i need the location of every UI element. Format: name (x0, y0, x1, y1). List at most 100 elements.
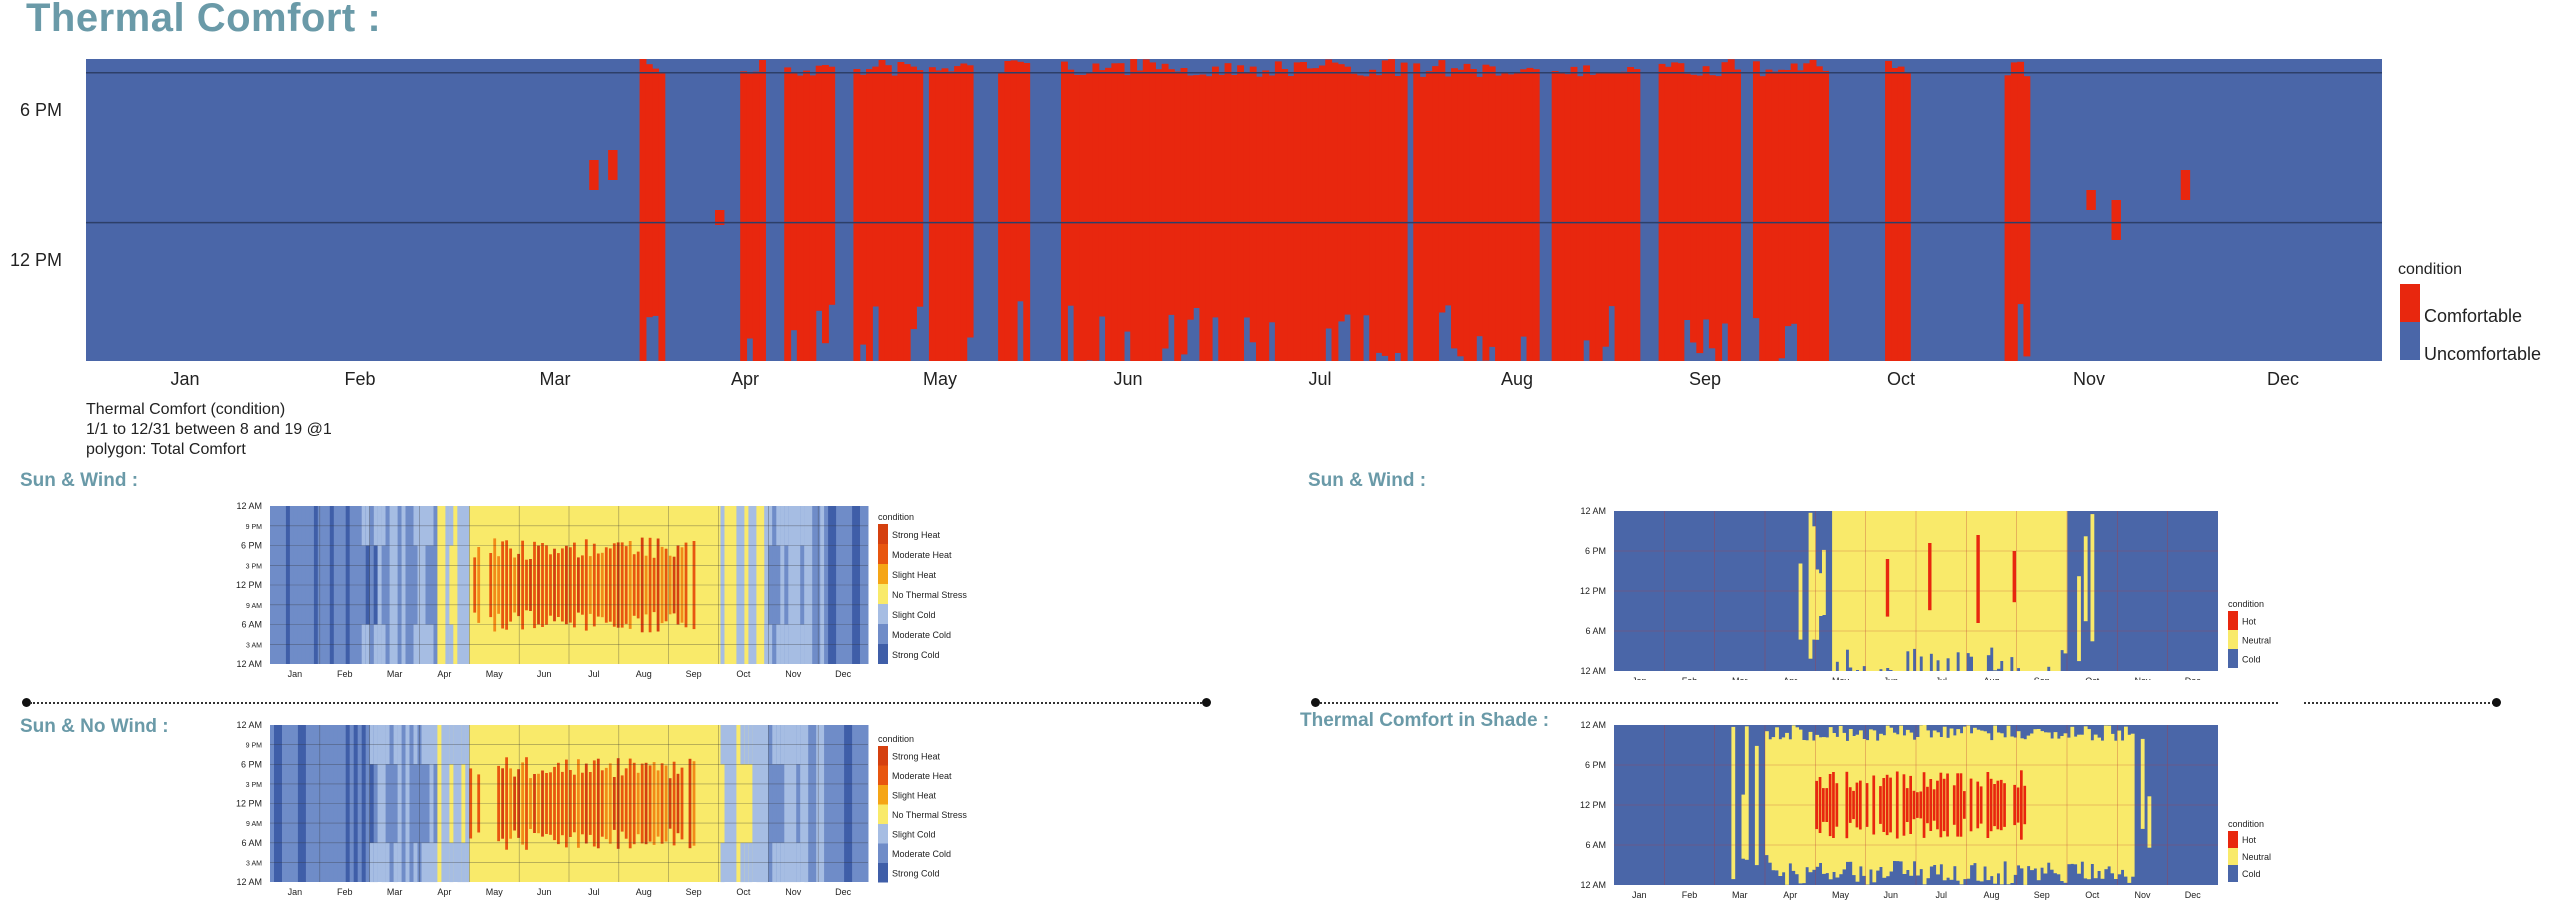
neutral-column (1785, 732, 1789, 885)
comfortable-day-bar (1520, 69, 1528, 337)
neutral-column (1986, 511, 1991, 656)
x-tick-label: Apr (731, 369, 759, 389)
neutral-column (1805, 740, 1810, 868)
comfortable-day-bar (1218, 74, 1226, 362)
comfortable-day-bar (1230, 75, 1238, 361)
legend-title: condition (2228, 819, 2264, 829)
legend-swatch (878, 544, 888, 564)
legend: condition Hot Neutral Cold (2228, 599, 2271, 668)
comfortable-day-bar (1281, 69, 1289, 361)
comfortable-day-bar (1690, 74, 1697, 343)
neutral-column (2127, 734, 2132, 883)
y-tick-label: 6 AM (241, 838, 262, 848)
comfortable-day-bar (1432, 66, 1440, 361)
neutral-column (1879, 511, 1883, 670)
comfortable-day-bar (1702, 66, 1710, 320)
legend-label: Strong Cold (892, 869, 940, 879)
neutral-column (1969, 511, 1974, 657)
comfortable-day-bar (1419, 76, 1427, 362)
comfortable-day-bar (1601, 73, 1609, 347)
separator-line-right-a (1320, 702, 2278, 704)
legend-swatch (878, 863, 888, 883)
comfortable-day-bar (1803, 63, 1811, 362)
comfortable-day-bar (1752, 61, 1760, 319)
comfortable-day-bar (1608, 73, 1616, 307)
y-tick-label: 3 AM (246, 642, 262, 649)
comfortable-day-bar (1369, 69, 1377, 362)
comfortable-day-bar (1532, 69, 1540, 361)
legend-label: No Thermal Stress (892, 590, 967, 600)
x-tick-label: Jun (537, 887, 552, 897)
neutral-column (2063, 511, 2068, 654)
x-tick-label: Jan (1632, 890, 1647, 900)
axes: 12 AM 9 PM 6 PM 3 PM 12 PM 9 AM 6 AM 3 AM 12 AM J… (236, 501, 868, 679)
neutral-column (1798, 563, 1803, 640)
y-tick-label: 12 AM (1580, 720, 1606, 730)
x-tick-label: May (1832, 676, 1850, 680)
x-tick-label: May (923, 369, 957, 389)
axes: 12 AM 6 PM 12 PM 6 AM 12 AM Jan Feb Mar Apr May Ju… (1580, 506, 2218, 680)
neutral-column (1966, 511, 1971, 654)
neutral-column (2010, 736, 2014, 883)
legend-swatch (878, 843, 888, 863)
neutral-column (1889, 511, 1893, 670)
x-tick-label: May (486, 887, 504, 897)
comfortable-day-bar (1708, 75, 1716, 349)
comfortable-day-bar (935, 70, 943, 362)
y-tick-label: 12 AM (1580, 666, 1606, 676)
legend: condition Hot Neutral Cold (2228, 819, 2271, 882)
comfortable-day-bar (1658, 63, 1666, 362)
neutral-column (2053, 732, 2058, 874)
x-tick-label: Sep (2034, 890, 2050, 900)
y-tick-label: 6 AM (1585, 626, 1606, 636)
legend-label: Moderate Cold (892, 630, 951, 640)
comfortable-day-bar (1123, 75, 1131, 332)
comfortable-day-bar (796, 75, 804, 361)
y-tick-label: 9 PM (246, 524, 263, 531)
comfortable-day-bar (853, 69, 861, 361)
separator-line-left (30, 702, 1202, 704)
section-shade: Thermal Comfort in Shade : (1300, 710, 1550, 731)
comfortable-blip (2111, 200, 2121, 240)
comfortable-day-bar (790, 73, 798, 331)
y-tick-label: 6 PM (241, 759, 262, 769)
comfortable-day-bar (1451, 68, 1458, 349)
neutral-column (2077, 734, 2081, 874)
comfortable-day-bar (759, 60, 766, 361)
neutral-column (2046, 511, 2051, 667)
legend-label: No Thermal Stress (892, 810, 967, 820)
legend-swatch (2228, 630, 2238, 649)
hot-streak (1928, 543, 1932, 611)
y-tick-label: 12 PM (236, 799, 262, 809)
comfortable-blip (2086, 190, 2096, 210)
x-tick-label: Sep (686, 669, 702, 679)
comfortable-day-bar (752, 71, 760, 361)
neutral-column (1801, 740, 1806, 884)
comfortable-day-bar (1337, 64, 1345, 322)
comfortable-day-bar (1136, 70, 1144, 361)
legend-swatch (2228, 848, 2238, 865)
legend-swatch (878, 564, 888, 584)
neutral-column (2083, 726, 2088, 879)
comfortable-day-bar (1482, 64, 1490, 361)
neutral-column (1788, 739, 1793, 864)
y-tick-label: 12 AM (236, 659, 262, 669)
neutral-column (1905, 511, 1910, 652)
comfortable-day-bar (1300, 62, 1307, 361)
comfortable-day-bar (815, 65, 823, 311)
x-tick-label: Feb (1682, 890, 1698, 900)
comfortable-day-bar (1633, 69, 1641, 361)
x-tick-label: Jun (537, 669, 552, 679)
comfortable-day-bar (1507, 74, 1515, 362)
x-tick-label: Feb (337, 669, 353, 679)
comfortable-day-bar (1627, 67, 1635, 361)
x-tick-label: Apr (1783, 676, 1797, 680)
legend-label: Moderate Cold (892, 849, 951, 859)
comfortable-day-bar (1513, 73, 1521, 362)
x-tick-label: Sep (2034, 676, 2050, 680)
x-tick-label: Mar (540, 369, 571, 389)
x-tick-label: Oct (2085, 676, 2100, 680)
neutral-column (1842, 732, 1846, 870)
comfortable-day-bar (1796, 70, 1804, 362)
y-tick-label: 6 PM (1585, 546, 1606, 556)
